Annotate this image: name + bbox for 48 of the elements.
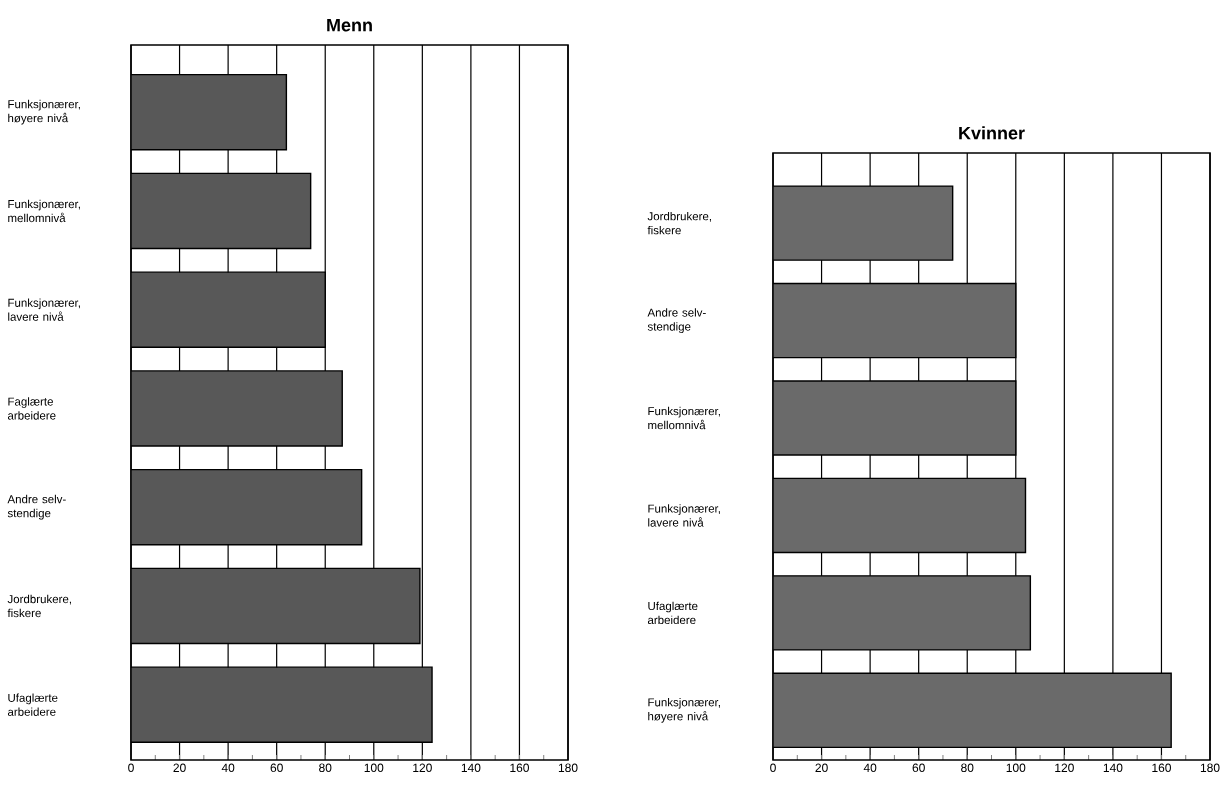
x-tick-label: 120 (413, 763, 432, 773)
x-tick-label: 120 (1055, 763, 1074, 773)
bar (131, 271, 326, 348)
bar (773, 672, 1172, 749)
x-tick-label: 60 (912, 763, 925, 773)
bar (131, 172, 312, 250)
x-tick-label: 100 (1006, 763, 1026, 773)
x-tick-label: 20 (173, 763, 186, 773)
y-tick-label: Funksjonærer, høyere nivå (648, 697, 720, 723)
chart-title: Menn (327, 18, 372, 32)
y-tick-label: Andre selv-stendige (7, 494, 66, 520)
y-tick-label: Funksjonærer, mellomnivå (8, 199, 80, 223)
bar (131, 468, 363, 546)
x-tick-label: 40 (221, 763, 235, 773)
x-tick-label: 0 (128, 763, 134, 773)
x-tick-label: 60 (270, 763, 283, 773)
bar (773, 477, 1027, 554)
x-tick-label: 80 (319, 763, 332, 773)
y-tick-label: Funksjonærer, mellomnivå (648, 406, 720, 430)
y-tick-label: Jordbrukere, fiskere (647, 211, 711, 235)
bar (773, 282, 1017, 359)
y-tick-label: Andre selv-stendige (647, 308, 706, 333)
y-tick-label: Ufaglærte arbeidere (647, 601, 698, 625)
y-tick-label: Faglærte arbeidere (7, 397, 56, 420)
bar (131, 370, 343, 447)
bar (773, 185, 954, 261)
y-tick-label: Jordbrukere, fiskere (7, 594, 71, 618)
x-tick-label: 160 (1152, 763, 1171, 773)
x-tick-label: 180 (1200, 763, 1220, 773)
y-tick-label: Funksjonærer, høyere nivå (8, 99, 80, 125)
bar (131, 73, 288, 151)
bar (131, 567, 421, 645)
x-tick-label: 180 (558, 763, 578, 773)
x-tick-label: 0 (770, 763, 776, 773)
chart-title: Kvinner (959, 126, 1025, 140)
y-tick-label: Funksjonærer, lavere nivå (8, 298, 80, 321)
x-tick-label: 140 (1103, 763, 1123, 773)
x-tick-label: 160 (510, 763, 529, 773)
bar (773, 575, 1032, 651)
x-tick-label: 80 (961, 763, 974, 773)
y-tick-label: Funksjonærer, lavere nivå (648, 504, 720, 527)
x-tick-label: 40 (863, 763, 877, 773)
bar (131, 666, 433, 743)
x-tick-label: 140 (461, 763, 481, 773)
bar (773, 380, 1017, 456)
x-tick-label: 20 (815, 763, 828, 773)
x-tick-label: 100 (364, 763, 384, 773)
y-tick-label: Ufaglærte arbeidere (7, 693, 58, 716)
